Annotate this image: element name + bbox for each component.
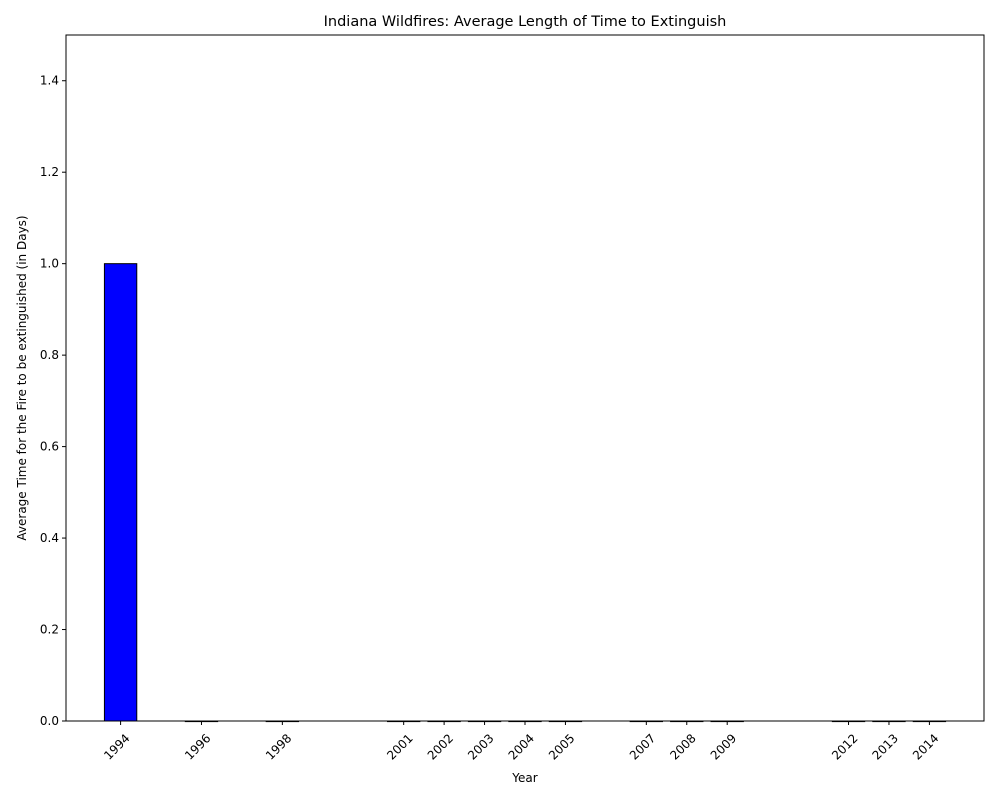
y-tick-label: 0.4 [40,531,59,545]
y-axis: 0.0 0.2 0.4 0.6 0.8 1.0 1.2 1.4 [40,74,66,728]
y-tick-label: 0.8 [40,348,59,362]
y-tick-label: 1.2 [40,165,59,179]
x-tick-label: 2001 [384,731,415,762]
x-axis-label: Year [511,771,537,785]
y-axis-label: Average Time for the Fire to be extingui… [15,215,29,540]
x-tick-label: 1996 [182,731,213,762]
y-tick-label: 1.4 [40,74,59,88]
x-tick-label: 2005 [546,731,577,762]
y-tick-label: 0.6 [40,440,59,454]
bar-1994 [103,263,138,722]
y-tick-label: 0.2 [40,623,59,637]
plot-area [65,34,985,722]
x-axis: 1994 1996 1998 2001 2002 2003 2004 2005 2007 2008… [101,721,941,763]
x-tick-label: 2008 [667,731,698,762]
x-tick-label: 2012 [829,731,860,762]
x-tick-label: 2004 [506,731,537,762]
x-tick-label: 2007 [627,731,658,762]
x-tick-label: 1994 [101,731,132,762]
x-tick-label: 2009 [708,731,739,762]
x-tick-label: 1998 [263,731,294,762]
y-tick-label: 1.0 [40,257,59,271]
x-tick-label: 2013 [870,731,901,762]
x-tick-label: 2014 [910,731,941,762]
plot-frame [65,34,985,722]
x-tick-label: 2003 [465,731,496,762]
bars [103,263,947,723]
y-tick-label: 0.0 [40,714,59,728]
chart-title: Indiana Wildfires: Average Length of Tim… [324,14,727,30]
x-tick-label: 2002 [425,731,456,762]
